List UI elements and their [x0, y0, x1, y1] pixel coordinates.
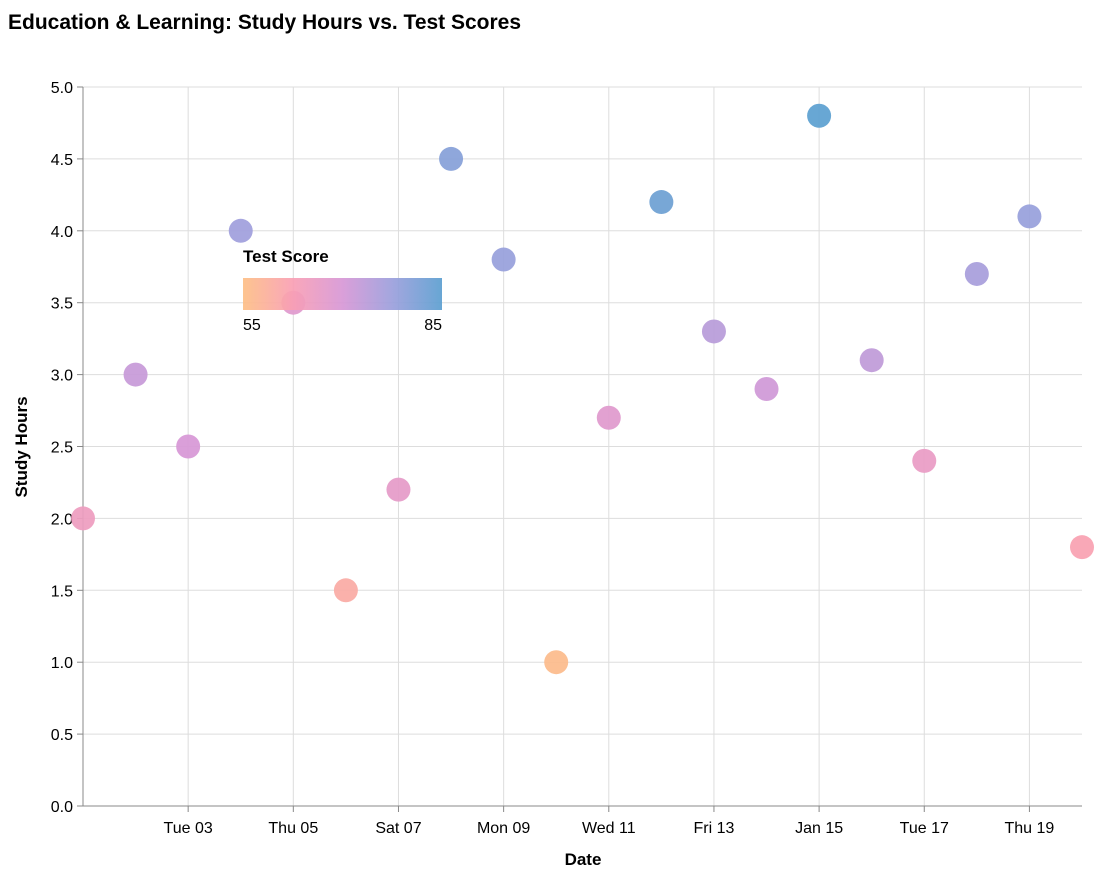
data-point [596, 405, 621, 430]
data-point [701, 319, 726, 344]
y-tick-label: 2.0 [51, 511, 73, 528]
data-point [386, 477, 411, 502]
y-tick-label: 3.5 [51, 296, 73, 313]
x-tick-label: Thu 05 [268, 820, 318, 837]
legend-max-label: 85 [424, 317, 442, 334]
y-axis-title: Study Hours [12, 396, 31, 497]
data-point [544, 650, 569, 675]
data-point [807, 103, 832, 128]
x-tick-label: Mon 09 [477, 820, 530, 837]
data-point [333, 578, 358, 603]
data-point [912, 448, 937, 473]
data-point [491, 247, 516, 272]
data-point [1070, 535, 1094, 560]
y-tick-label: 1.5 [51, 583, 73, 600]
data-point [1017, 204, 1042, 229]
y-tick-label: 4.0 [51, 224, 73, 241]
data-points [71, 103, 1094, 675]
y-tick-label: 4.5 [51, 152, 73, 169]
data-point [859, 348, 884, 373]
data-point [754, 376, 779, 401]
x-tick-label: Jan 15 [795, 820, 843, 837]
x-axis-title: Date [565, 850, 602, 869]
y-tick-label: 2.5 [51, 440, 73, 457]
y-tick-label: 5.0 [51, 80, 73, 97]
data-point [176, 434, 201, 459]
y-tick-label: 0.5 [51, 727, 73, 744]
x-tick-label: Tue 17 [900, 820, 949, 837]
data-point [228, 218, 253, 243]
x-tick-label: Fri 13 [693, 820, 734, 837]
legend-min-label: 55 [243, 317, 261, 334]
x-tick-label: Tue 03 [164, 820, 213, 837]
legend-title: Test Score [243, 247, 329, 266]
axes: 0.0 0.5 1.0 1.5 2.0 2.5 3.0 3.5 4.0 4.5 5.0 Tue 03 T… [51, 80, 1082, 837]
chart-title: Education & Learning: Study Hours vs. Te… [8, 11, 521, 34]
data-point [964, 261, 989, 286]
data-point [123, 362, 148, 387]
y-tick-label: 0.0 [51, 799, 73, 816]
color-legend: Test Score 55 85 [243, 247, 442, 334]
grid-lines [83, 86, 1082, 807]
y-tick-label: 3.0 [51, 368, 73, 385]
data-point [71, 506, 95, 531]
x-tick-label: Sat 07 [375, 820, 421, 837]
x-tick-label: Wed 11 [582, 820, 636, 837]
y-tick-label: 1.0 [51, 655, 73, 672]
data-point [649, 190, 674, 215]
data-point [439, 146, 464, 171]
x-tick-label: Thu 19 [1005, 820, 1055, 837]
legend-gradient-bar [243, 278, 442, 310]
